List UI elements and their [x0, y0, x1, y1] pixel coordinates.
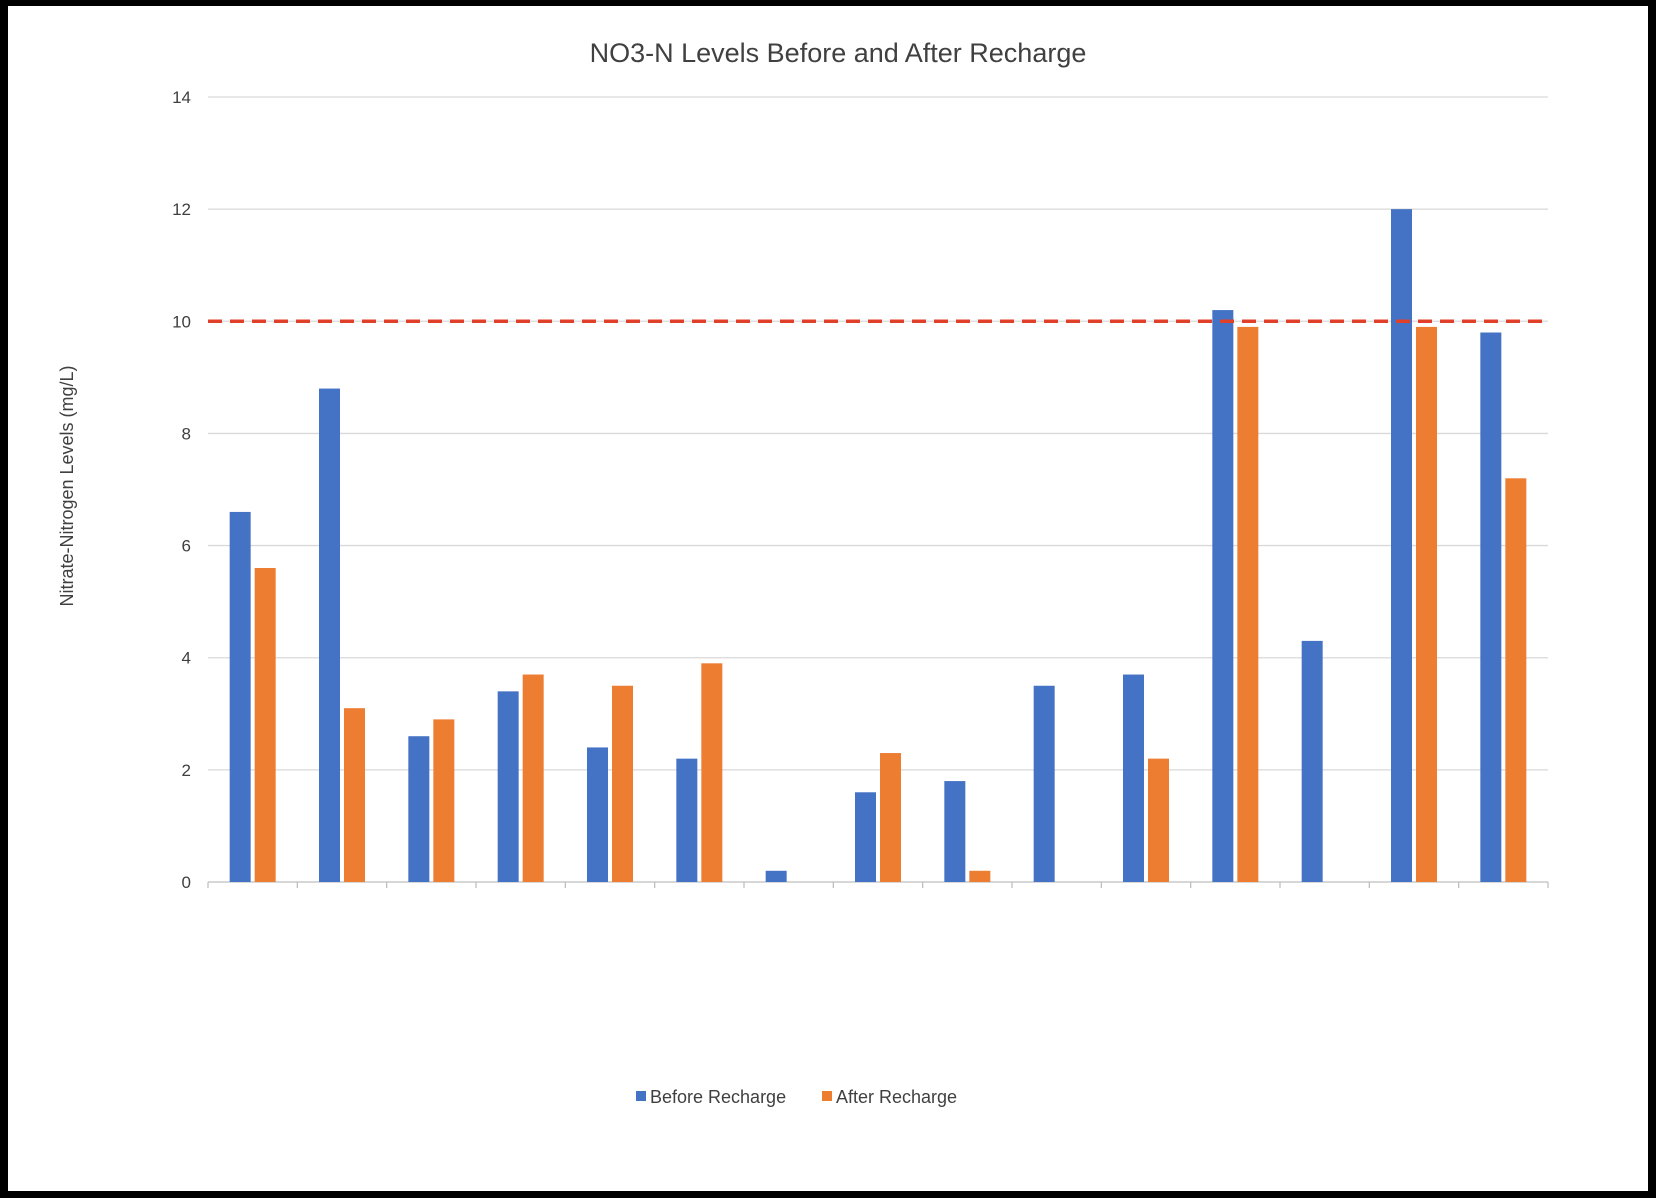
- bar-after-recharge: [433, 719, 455, 882]
- y-tick-label: 8: [182, 424, 191, 443]
- bar-after-recharge: [612, 685, 633, 882]
- bar-after-recharge: [1237, 326, 1259, 883]
- bar-after-recharge: [522, 674, 544, 882]
- bar-after-recharge: [969, 870, 991, 882]
- y-tick-label: 2: [182, 761, 191, 780]
- y-tick-label: 10: [172, 312, 191, 331]
- bar-before-recharge: [1033, 685, 1055, 882]
- y-tick-label: 0: [182, 873, 191, 892]
- y-tick-label: 12: [172, 200, 191, 219]
- legend-swatch: [636, 1091, 646, 1101]
- chart-title: NO3-N Levels Before and After Recharge: [590, 38, 1087, 68]
- bar-after-recharge: [880, 753, 901, 882]
- x-tick-marks: [207, 882, 1549, 888]
- y-tick-labels: 0 2 4 6 8 10 12 14: [172, 88, 191, 892]
- bar-before-recharge: [765, 870, 787, 882]
- legend-label: After Recharge: [836, 1087, 957, 1107]
- bar-before-recharge: [587, 747, 608, 882]
- chart-panel: NO3-N Levels Before and After Recharge N…: [8, 6, 1648, 1191]
- legend-swatch: [822, 1091, 832, 1101]
- bar-after-recharge: [344, 708, 365, 882]
- bar-before-recharge: [497, 691, 519, 882]
- bar-before-recharge: [319, 388, 340, 882]
- bar-chart: NO3-N Levels Before and After Recharge N…: [57, 38, 1549, 1107]
- y-tick-label: 14: [172, 88, 191, 107]
- bar-after-recharge: [701, 663, 723, 882]
- bar-before-recharge: [944, 781, 966, 882]
- bar-after-recharge: [1505, 478, 1527, 882]
- bar-before-recharge: [1391, 209, 1412, 883]
- y-axis-title: Nitrate-Nitrogen Levels (mg/L): [57, 365, 77, 606]
- bar-before-recharge: [1480, 332, 1502, 882]
- bar-before-recharge: [1212, 310, 1234, 883]
- bar-before-recharge: [1123, 674, 1144, 882]
- bar-after-recharge: [1148, 758, 1169, 882]
- bar-before-recharge: [408, 736, 430, 882]
- bar-after-recharge: [1416, 326, 1437, 883]
- legend: Before Recharge After Recharge: [636, 1087, 957, 1107]
- bar-before-recharge: [1301, 640, 1323, 882]
- bars: [229, 209, 1527, 883]
- y-tick-label: 4: [182, 649, 191, 668]
- bar-before-recharge: [855, 792, 876, 882]
- bar-after-recharge: [254, 568, 276, 882]
- legend-label: Before Recharge: [650, 1087, 786, 1107]
- y-tick-label: 6: [182, 537, 191, 556]
- bar-before-recharge: [676, 758, 698, 882]
- bar-before-recharge: [229, 511, 251, 882]
